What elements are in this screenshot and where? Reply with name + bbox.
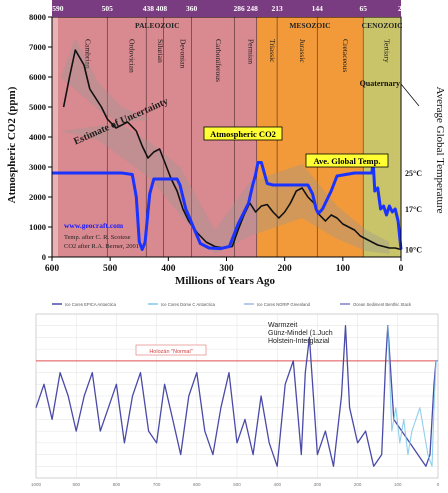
legend-label-0: Ice Cores EPICA Antarctica — [65, 302, 117, 307]
bottom-series-line-0 — [35, 325, 438, 467]
quaternary-label: Quaternary — [360, 79, 400, 88]
x-tick-label-6: 0 — [399, 264, 404, 274]
period-label-4: Carboniferous — [214, 39, 223, 82]
bottom-x-tick-9: 100 — [394, 482, 402, 487]
era-label-0: PALEOZOIC — [135, 21, 179, 30]
y-tick-label-0: 0 — [42, 252, 46, 262]
warm-period-annotation: Warmzeit Günz-Mindel (1.Juch Holstein-In… — [268, 322, 335, 345]
legend-label-2: Ice Cores NGRIP Greenland — [257, 302, 311, 307]
period-label-0: Cambrian — [84, 39, 93, 69]
bottom-x-tick-6: 400 — [273, 482, 281, 487]
x-tick-label-2: 400 — [161, 264, 176, 274]
series-lines — [52, 49, 403, 251]
pre-cambrian-band — [52, 17, 58, 257]
y-tick-label-5: 5000 — [29, 102, 46, 112]
era-label-2: CENOZOIC — [362, 21, 403, 30]
ice-core-temperature-chart: 1000 900 800 700 600 500 400 300 200 100 0 Ice Cor… — [0, 296, 448, 493]
bottom-annotations: Holozän "Normal" Warmzeit Günz-Mindel (1… — [135, 322, 335, 356]
legend-label-1: Ice Cores Dome C Antarctica — [161, 302, 216, 307]
y-tick-label-6: 6000 — [29, 72, 46, 82]
temp-label-box — [305, 153, 389, 168]
y-tick-label-3: 3000 — [29, 162, 46, 172]
y-tick-label-7: 7000 — [29, 42, 46, 52]
right-axis-label: Average Global Temperature — [434, 86, 446, 213]
bottom-x-tick-2: 800 — [113, 482, 121, 487]
right-tick-label-2: 10°C — [405, 246, 422, 255]
co2-label-box — [203, 126, 283, 141]
holocene-label-box — [135, 344, 207, 356]
credit-co2: CO2 after R.A. Berner, 2001 — [64, 243, 139, 250]
bottom-x-tick-7: 300 — [314, 482, 322, 487]
period-label-2: Silurian — [156, 39, 165, 63]
right-tick-label-1: 17°C — [405, 205, 422, 214]
x-tick-label-0: 600 — [45, 264, 60, 274]
bottom-frame — [35, 313, 439, 479]
top-tick-4: 286 248 — [234, 4, 259, 13]
x-tick-label-1: 500 — [103, 264, 118, 274]
holocene-label: Holozän "Normal" — [149, 349, 192, 355]
quaternary-pointer — [400, 83, 420, 107]
bottom-x-tick-8: 200 — [354, 482, 362, 487]
bottom-grid: 1000 900 800 700 600 500 400 300 200 100 0 — [31, 313, 440, 487]
temp-label: Ave. Global Temp. — [314, 156, 381, 166]
quaternary-band — [399, 17, 401, 257]
y-tick-label-2: 2000 — [29, 192, 46, 202]
bottom-x-tick-1: 900 — [72, 482, 80, 487]
legend-label-3: Ocean Sediment Benthic Stack — [353, 302, 412, 307]
right-tick-label-0: 25°C — [405, 169, 422, 178]
era-band-2 — [363, 17, 401, 257]
x-tick-label-3: 300 — [219, 264, 234, 274]
top-tick-3: 360 — [186, 4, 198, 13]
site-label: www.geocraft.com — [64, 221, 124, 230]
top-tick-5: 213 — [271, 4, 283, 13]
y-tick-label-8: 8000 — [29, 12, 46, 22]
bottom-x-tick-4: 600 — [193, 482, 201, 487]
x-axis-label: Millions of Years Ago — [175, 275, 276, 287]
y-tick-label-4: 4000 — [29, 132, 46, 142]
bottom-series-line-1 — [387, 325, 438, 467]
top-tick-1: 505 — [102, 4, 114, 13]
bottom-x-tick-10: 0 — [437, 482, 440, 487]
y-tick-label-1: 1000 — [29, 222, 46, 232]
top-tick-0: 590 — [52, 4, 64, 13]
top-tick-8: 2 — [398, 4, 402, 13]
co2-label: Atmospheric CO2 — [210, 129, 276, 139]
bottom-series-lines — [35, 325, 438, 467]
uncertainty-area — [60, 38, 390, 254]
top-tick-7: 65 — [359, 4, 367, 13]
uncertainty-band — [60, 38, 390, 254]
x-tick-label-5: 100 — [336, 264, 351, 274]
axes: 590 505 438 408 360 286 248 213 144 65 2 600 500 40… — [29, 0, 422, 274]
top-tick-6: 144 — [312, 4, 324, 13]
y-axis-label: Atmospheric CO2 (ppm) — [6, 86, 18, 203]
bottom-legend: Ice Cores EPICA Antarctica Ice Cores Dome… — [52, 302, 412, 307]
period-label-5: Permian — [247, 39, 256, 64]
co2-temperature-chart: Cambrian Ordovician Silurian Devonian Carbon… — [6, 0, 446, 287]
top-tick-strip — [52, 0, 401, 17]
period-label-9: Tertiary — [383, 39, 392, 63]
bottom-x-tick-3: 700 — [153, 482, 161, 487]
period-label-7: Jurassic — [298, 39, 307, 63]
period-label-1: Ordovician — [128, 39, 137, 73]
bottom-x-tick-0: 1000 — [31, 482, 42, 487]
credit-temp: Temp. after C. R. Scotese — [64, 234, 131, 241]
bottom-x-tick-5: 500 — [233, 482, 241, 487]
period-label-6: Triassic — [268, 39, 277, 63]
top-tick-2: 438 408 — [143, 4, 168, 13]
period-label-3: Devonian — [179, 39, 188, 68]
period-label-8: Cretaceous — [341, 39, 350, 72]
series-line-1 — [52, 159, 403, 251]
era-backgrounds — [52, 17, 401, 257]
x-tick-label-4: 200 — [278, 264, 293, 274]
era-label-1: MESOZOIC — [289, 21, 330, 30]
